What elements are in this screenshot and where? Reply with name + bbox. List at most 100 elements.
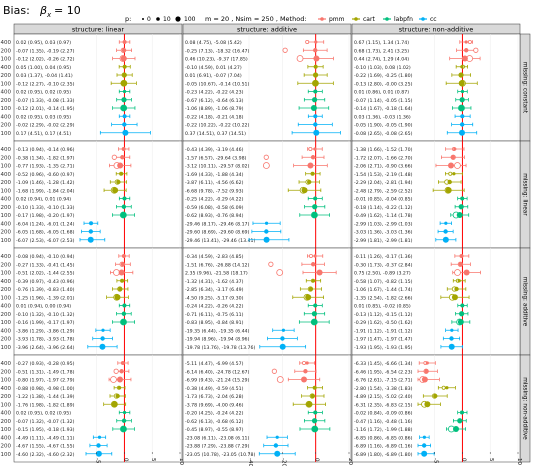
estimate-point-secondary xyxy=(113,368,119,374)
estimate-point xyxy=(122,147,126,151)
estimate-label: -0.08 (0.94), -0.10 (0.94) xyxy=(16,254,75,260)
estimate-point xyxy=(313,72,318,78)
estimate-label: 2.35 (9.96), -21.58 (18.17) xyxy=(185,271,248,277)
estimate-point xyxy=(313,114,317,118)
estimate-point xyxy=(88,229,94,234)
estimate-point xyxy=(310,262,316,267)
estimate-label: -5.11 (4.47), -6.99 (4.57) xyxy=(185,361,244,367)
estimate-point xyxy=(117,162,124,169)
estimate-point xyxy=(313,254,317,258)
estimate-point xyxy=(313,386,317,390)
estimate-point xyxy=(307,162,314,169)
estimate-label: -6.68 (9.78), -7.52 (9.93) xyxy=(185,188,244,194)
estimate-point xyxy=(116,179,121,185)
estimate-point xyxy=(316,269,323,276)
estimate-label: -6.31 (2.35), -6.83 (2.15) xyxy=(354,402,413,408)
n-label: 200 xyxy=(1,444,12,450)
n-label: 100 xyxy=(1,188,12,194)
n-label: 400 xyxy=(1,361,12,367)
estimate-point xyxy=(118,269,125,276)
estimate-point xyxy=(306,401,313,408)
estimate-point xyxy=(89,221,93,225)
estimate-point xyxy=(452,172,456,176)
estimate-label: -0.10 (1.32), -0.10 (1.32) xyxy=(16,312,75,318)
n-label: 100 xyxy=(1,106,12,112)
estimate-point xyxy=(121,97,127,102)
estimate-point xyxy=(313,303,317,308)
panel-frame xyxy=(182,354,352,463)
estimate-label: -0.62 (8.93), -0.76 (8.94) xyxy=(185,213,244,219)
estimate-point xyxy=(313,48,318,53)
estimate-point xyxy=(461,114,465,118)
estimate-point xyxy=(87,236,94,243)
estimate-label: -6.76 (2.61), -7.15 (2.71) xyxy=(354,378,413,384)
estimate-point xyxy=(421,443,427,448)
estimate-label: -6.04 (1.24), -6.01 (1.24) xyxy=(16,221,75,227)
estimate-label: -2.80 (1.54), -3.38 (1.83) xyxy=(354,386,413,392)
title-suffix: = 10 xyxy=(54,4,81,17)
estimate-label: -0.10 (1.33), -0.10 (1.33) xyxy=(16,205,75,211)
estimate-point xyxy=(122,72,127,78)
estimate-label: -0.13 (0.94), -0.14 (0.96) xyxy=(16,147,75,153)
n-label: 100 xyxy=(1,57,12,63)
estimate-label: -6.07 (2.53), -6.07 (2.53) xyxy=(16,238,75,244)
estimate-point-secondary xyxy=(282,47,288,53)
estimate-point xyxy=(120,212,127,218)
estimate-point-secondary xyxy=(110,376,117,383)
x-tick-label: 5 xyxy=(488,458,494,462)
estimate-point xyxy=(448,162,454,169)
estimate-point xyxy=(122,129,129,136)
estimate-label: -1.16 (1.72), -1.99 (1.88) xyxy=(354,427,413,433)
x-tick-label: 10 xyxy=(178,458,184,465)
estimate-point xyxy=(122,196,127,201)
estimate-label: -6.33 (1.45), -6.66 (1.34) xyxy=(354,361,413,367)
column-strip-label: structure: linear xyxy=(72,26,124,34)
estimate-label: -2.29 (2.04), -2.81 (1.94) xyxy=(354,180,413,186)
estimate-label: -0.25 (7.13), -18.32 (16.47) xyxy=(185,48,250,54)
estimate-point xyxy=(305,361,309,365)
estimate-label: -0.30 (1.73), -0.37 (2.84) xyxy=(354,262,413,268)
estimate-label: -0.62 (6.13), -0.68 (6.12) xyxy=(185,419,244,425)
n-label: 200 xyxy=(1,337,12,343)
estimate-point-secondary xyxy=(308,146,313,151)
legend-p-size-large xyxy=(175,16,181,22)
n-label: 100 xyxy=(1,213,12,219)
estimate-label: -1.57 (6.57), -29.64 (3.98) xyxy=(185,155,247,161)
estimate-point xyxy=(120,262,126,267)
estimate-point-secondary xyxy=(271,368,277,374)
n-label: 200 xyxy=(1,180,12,186)
estimate-point xyxy=(424,401,431,408)
estimate-point-secondary xyxy=(308,253,313,258)
estimate-label: -0.05 (1.90), -0.05 (1.90) xyxy=(354,123,413,129)
estimate-label: -0.58 (1.07), -0.82 (1.15) xyxy=(354,279,413,285)
estimate-label: -6.99 (9.43), -21.24 (15.29) xyxy=(185,378,250,384)
estimate-label: -2.06 (2.71), -0.90 (3.66) xyxy=(354,164,413,170)
estimate-point xyxy=(312,97,317,102)
estimate-label: -0.77 (1.93), -1.35 (2.71) xyxy=(16,164,75,170)
estimate-label: -0.14 (1.67), -0.18 (1.64) xyxy=(354,106,413,112)
estimate-point xyxy=(263,236,270,243)
panel-frame xyxy=(351,140,521,249)
estimate-point xyxy=(122,40,127,44)
estimate-label: -0.17 (1.98), -0.20 (1.97) xyxy=(16,213,75,219)
title-subscript: x xyxy=(46,11,52,19)
estimate-point xyxy=(312,80,319,87)
estimate-point xyxy=(311,172,315,176)
legend-p-label: p: xyxy=(125,15,131,23)
row-strip-label: missing: additive xyxy=(522,277,528,327)
estimate-point xyxy=(301,187,308,194)
estimate-label: -0.12 (2.02), -0.26 (2.72) xyxy=(16,57,75,63)
estimate-label: -1.69 (4.33), -1.88 (4.34) xyxy=(185,172,244,178)
estimate-label: -0.05 (10.67), -0.14 (10.51) xyxy=(185,81,250,87)
estimate-point xyxy=(119,172,124,176)
estimate-point-secondary xyxy=(467,40,472,45)
estimate-point xyxy=(311,212,318,218)
estimate-label: -0.07 (1.35), -0.19 (2.27) xyxy=(16,48,75,54)
estimate-point xyxy=(457,418,463,423)
estimate-label: -23.08 (6.11), -23.08 (6.11) xyxy=(185,435,250,441)
legend-p-value-0: 0 xyxy=(147,16,151,23)
estimate-label: 0.08 (4.75), -5.08 (5.42) xyxy=(185,40,242,46)
estimate-point xyxy=(120,105,127,111)
n-label: 100 xyxy=(1,131,12,137)
estimate-label: 0.01 (6.91), -0.07 (7.04) xyxy=(185,73,242,79)
